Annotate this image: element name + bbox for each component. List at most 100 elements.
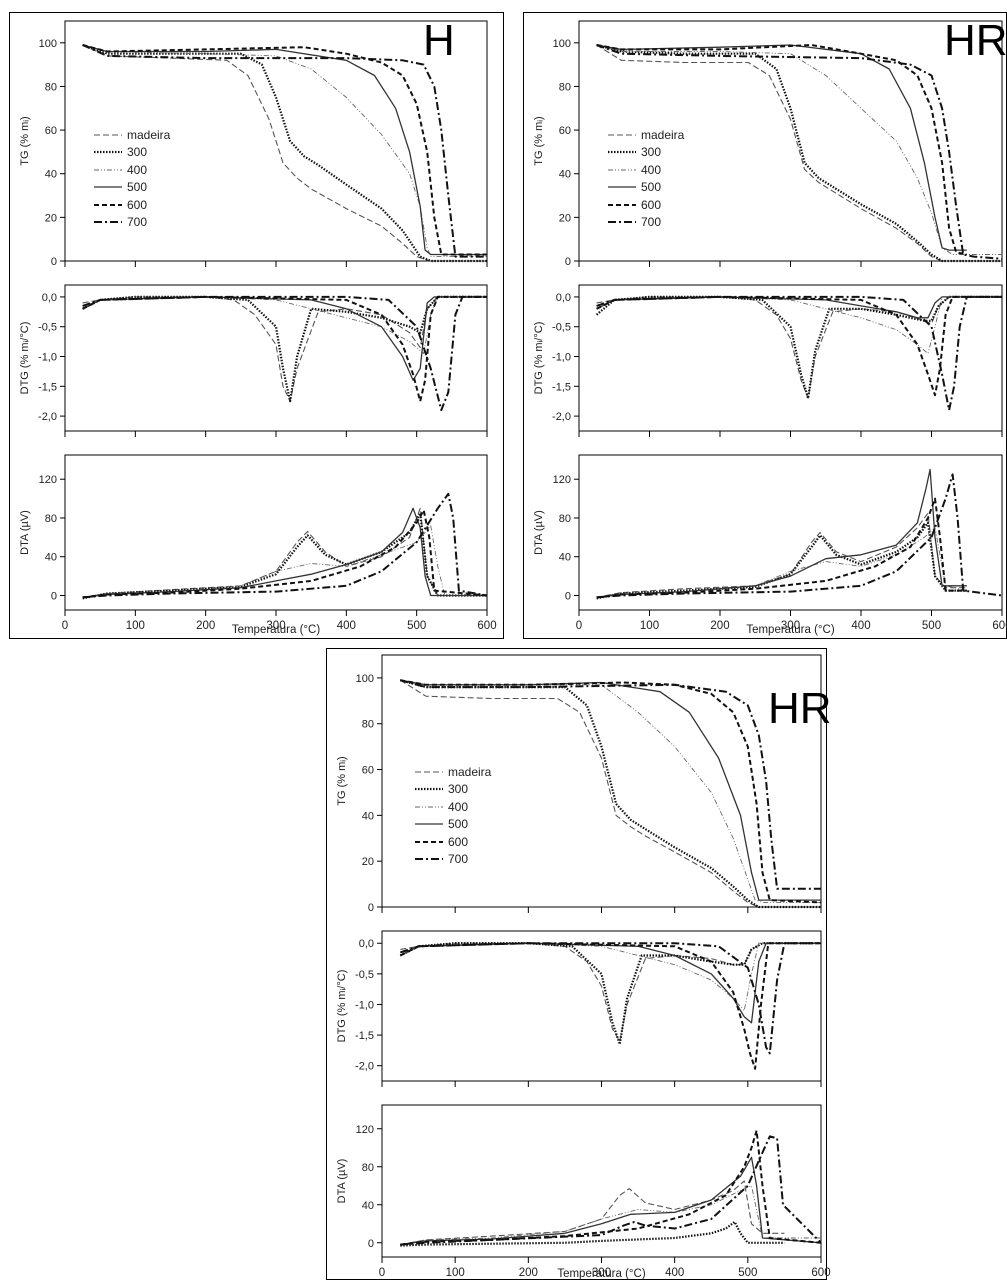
x-tick-label: 300 [266, 620, 285, 632]
legend-item: madeira [608, 126, 684, 144]
y-tick-label: 80 [559, 513, 571, 525]
x-tick-label: 600 [477, 620, 496, 632]
chart-svg-H: 0 20 40 60 80 100 TG (% mᵢ) 0,0 -0,5 -1,0 -1,5 -2,0… [19, 20, 497, 636]
series-line-700 [82, 492, 488, 599]
series-line-700 [399, 942, 821, 1055]
legend-item: 500 [94, 179, 170, 197]
legend-swatch [608, 134, 636, 136]
y-tick-label: 80 [362, 719, 374, 731]
legend-swatch [94, 221, 122, 224]
chart-svg-HR: 0 20 40 60 80 100 TG (% mᵢ) 0,0 -0,5 -1,0 -1,5 -2,0… [336, 654, 831, 1280]
legend-swatch [608, 169, 636, 171]
y-tick-label: -2,0 [38, 411, 57, 423]
legend-swatch [415, 858, 443, 861]
series-line-madeira [596, 44, 1002, 262]
x-tick-label: 300 [781, 620, 800, 632]
legend-item: 400 [415, 798, 491, 816]
y-tick-label: -1,0 [355, 999, 374, 1011]
series-line-600 [82, 509, 488, 599]
series-line-600 [82, 44, 487, 256]
series-line-700 [596, 295, 1002, 412]
y-axis-label: DTG (% mᵢ/°C) [19, 322, 31, 395]
y-tick-label: -1,5 [38, 381, 57, 393]
y-axis-label: DTA (µV) [336, 1159, 348, 1204]
series-line-600 [400, 1129, 822, 1246]
y-axis-label: DTG (% mᵢ/°C) [336, 970, 348, 1043]
x-tick-label: 400 [337, 620, 356, 632]
figure-HR: 0 20 40 60 80 100 TG (% mᵢ) 0,0 -0,5 -1,0 -1,5 -2,0… [326, 648, 832, 1280]
y-tick-label: -1,0 [552, 352, 571, 364]
legend-item: 600 [415, 833, 491, 851]
legend-label: 500 [641, 180, 662, 195]
subplot-2: 0 100 200 300 400 500 600 0 40 80 120 DTA (µV) [533, 454, 1007, 632]
y-tick-label: -1,0 [38, 352, 57, 364]
legend-label: 600 [641, 197, 662, 212]
x-tick-label: 600 [992, 620, 1007, 632]
y-tick-label: 80 [45, 513, 57, 525]
legend-swatch [415, 840, 443, 843]
legend-item: 500 [608, 179, 684, 197]
series-line-500 [596, 468, 967, 599]
series-line-400 [400, 942, 821, 1012]
y-tick-label: 40 [45, 552, 57, 564]
series-line-600 [399, 942, 821, 1070]
y-tick-label: 0 [368, 1238, 374, 1250]
x-tick-label: 0 [379, 1267, 385, 1279]
y-tick-label: 100 [553, 38, 571, 50]
legend-label: madeira [127, 127, 171, 142]
series-line-700 [596, 473, 1003, 599]
y-tick-label: -0,5 [355, 969, 374, 981]
y-tick-label: 20 [559, 212, 571, 224]
series-line-600 [596, 44, 968, 256]
y-tick-label: -2,0 [552, 411, 571, 423]
y-tick-label: 0 [51, 590, 57, 602]
legend-item: 300 [415, 781, 491, 799]
series-line-300 [596, 521, 967, 600]
y-tick-label: 120 [39, 474, 57, 486]
legend-label: 500 [448, 817, 469, 832]
y-tick-label: 40 [559, 169, 571, 181]
chart-svg-HR2: 0 20 40 60 80 100 TG (% mᵢ) 0,0 -0,5 -1,0 -1,5 -2,0… [533, 20, 1007, 636]
y-tick-label: 0 [565, 256, 571, 268]
subplot-1: 0,0 -0,5 -1,0 -1,5 -2,0 DTG (% mᵢ/°C) [19, 284, 488, 437]
legend-item: 400 [608, 161, 684, 179]
series-line-500 [596, 296, 1002, 319]
series-line-600 [596, 295, 1002, 397]
legend-swatch [415, 771, 443, 773]
y-tick-label: 100 [39, 38, 57, 50]
legend-label: 400 [641, 162, 662, 177]
subplot-1: 0,0 -0,5 -1,0 -1,5 -2,0 DTG (% mᵢ/°C) [336, 930, 822, 1087]
x-tick-label: 400 [851, 620, 870, 632]
y-axis-label: DTA (µV) [533, 510, 545, 555]
x-tick-label: 500 [738, 1267, 757, 1279]
legend-item: 300 [94, 144, 170, 162]
y-tick-label: 100 [356, 673, 374, 685]
legend-label: 500 [127, 180, 148, 195]
series-line-400 [596, 527, 967, 598]
legend-item: 700 [94, 214, 170, 232]
subplot-0: 0 20 40 60 80 100 TG (% mᵢ) [336, 654, 822, 914]
series-line-madeira [82, 44, 487, 262]
x-tick-label: 100 [640, 620, 659, 632]
series-line-700 [596, 44, 1003, 260]
legend-swatch [94, 203, 122, 206]
y-tick-label: 80 [362, 1162, 374, 1174]
series-line-400 [82, 44, 487, 258]
panel-label: H [423, 16, 455, 65]
legend-item: madeira [415, 763, 491, 781]
y-axis-label: DTG (% mᵢ/°C) [533, 322, 545, 395]
y-tick-label: 120 [356, 1124, 374, 1136]
subplot-2: 0 100 200 300 400 500 600 0 40 80 120 DTA (µV) [336, 1104, 831, 1279]
legend-item: 700 [608, 214, 684, 232]
legend-swatch [94, 186, 122, 188]
y-tick-label: 0 [368, 902, 374, 914]
y-tick-label: -0,5 [552, 322, 571, 334]
series-line-500 [596, 44, 967, 251]
legend-label: 600 [127, 197, 148, 212]
legend: madeira 300 400 500 600 700 [608, 126, 684, 231]
legend-swatch [415, 806, 443, 808]
y-tick-label: 20 [45, 212, 57, 224]
legend-label: madeira [641, 127, 685, 142]
y-tick-label: 40 [362, 1200, 374, 1212]
y-axis-label: TG (% mᵢ) [336, 756, 348, 805]
